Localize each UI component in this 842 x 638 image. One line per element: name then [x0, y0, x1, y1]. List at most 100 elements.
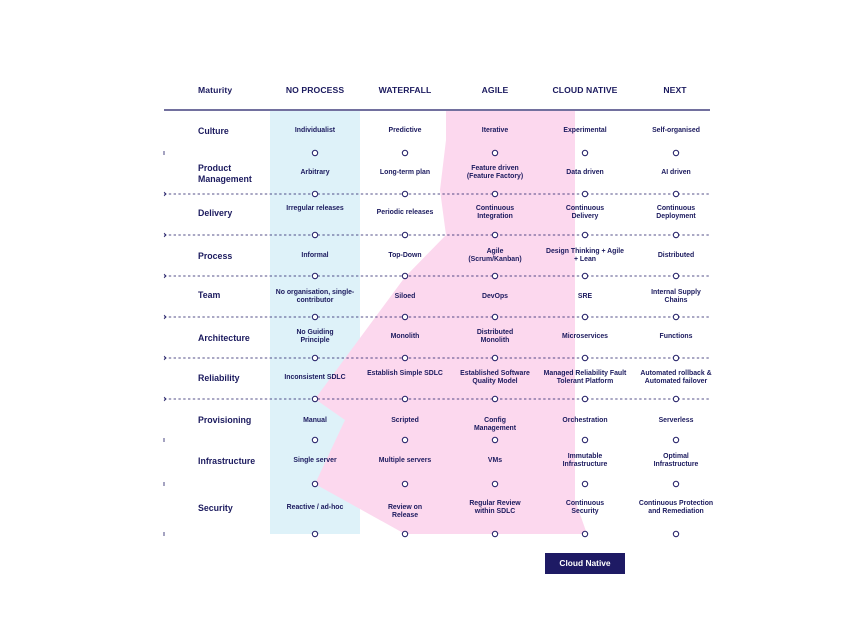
matrix-cell: No Guiding Principle — [296, 329, 334, 345]
stage-marker — [311, 395, 319, 403]
row-label-culture: Culture — [198, 126, 229, 136]
stage-marker — [581, 231, 589, 239]
matrix-cell: Individualist — [294, 127, 336, 134]
matrix-cell: Continuous Protection and Remediation — [638, 500, 714, 516]
stage-marker — [672, 231, 680, 239]
row-arrow-tick — [163, 232, 167, 238]
stage-marker — [491, 272, 499, 280]
stage-marker — [401, 149, 409, 157]
matrix-cell: Automated rollback & Automated failover — [640, 370, 712, 386]
stage-marker — [491, 480, 499, 488]
cloud-native-profile-area — [315, 111, 587, 534]
cloud-native-badge: Cloud Native — [545, 553, 625, 574]
row-label-delivery: Delivery — [198, 208, 233, 218]
row-label-security: Security — [198, 503, 233, 513]
matrix-cell: AI driven — [661, 169, 691, 176]
stage-marker — [672, 272, 680, 280]
matrix-cell: Inconsistent SDLC — [284, 374, 346, 381]
matrix-cell: Config Management — [473, 417, 517, 433]
stage-marker — [491, 436, 499, 444]
stage-marker — [672, 395, 680, 403]
stage-marker — [672, 436, 680, 444]
matrix-cell: Continuous Security — [565, 500, 605, 516]
stage-marker — [401, 313, 409, 321]
matrix-cell: Top-Down — [388, 252, 422, 259]
row-label-product-management: Product Management — [198, 163, 252, 184]
stage-header-no-process: NO PROCESS — [285, 85, 345, 95]
matrix-cell: Design Thinking + Agile + Lean — [545, 248, 625, 264]
row-arrow-tick — [163, 314, 167, 320]
matrix-cell: Establish Simple SDLC — [367, 370, 443, 377]
stage-marker — [401, 480, 409, 488]
stage-marker — [672, 354, 680, 362]
matrix-cell: Single server — [293, 457, 337, 464]
stage-marker — [311, 272, 319, 280]
row-arrow-tick — [163, 396, 167, 402]
matrix-cell: Siloed — [394, 293, 416, 300]
matrix-cell: Internal Supply Chains — [651, 289, 701, 305]
matrix-cell: Long-term plan — [379, 169, 431, 176]
matrix-cell: Distributed Monolith — [476, 329, 514, 345]
matrix-cell: Distributed — [657, 252, 695, 259]
matrix-cell: No organisation, single-contributor — [275, 289, 355, 305]
stage-marker — [491, 190, 499, 198]
stage-marker — [401, 530, 409, 538]
matrix-cell: Immutable Infrastructure — [562, 453, 608, 469]
maturity-header: Maturity — [198, 85, 233, 95]
row-label-infrastructure: Infrastructure — [198, 456, 256, 466]
stage-marker — [581, 190, 589, 198]
stage-marker — [581, 530, 589, 538]
row-label-team: Team — [198, 290, 221, 300]
stage-marker — [581, 272, 589, 280]
matrix-cell: Serverless — [658, 417, 694, 424]
stage-marker — [401, 354, 409, 362]
stage-marker — [311, 149, 319, 157]
stage-marker — [672, 530, 680, 538]
stage-marker — [672, 190, 680, 198]
stage-marker — [401, 190, 409, 198]
row-arrow-tick — [163, 191, 167, 197]
matrix-cell: Manual — [303, 417, 327, 424]
stage-marker — [581, 395, 589, 403]
stage-marker — [311, 530, 319, 538]
stage-marker — [581, 480, 589, 488]
row-label-reliability: Reliability — [198, 373, 240, 383]
stage-header-agile: AGILE — [481, 85, 509, 95]
matrix-cell: Feature driven (Feature Factory) — [466, 165, 524, 181]
matrix-cell: SRE — [577, 293, 593, 300]
stage-marker — [672, 149, 680, 157]
matrix-cell: Established Software Quality Model — [460, 370, 530, 386]
matrix-cell: Continuous Delivery — [565, 205, 605, 221]
row-arrow-tick — [163, 273, 167, 279]
matrix-cell: Continuous Integration — [475, 205, 515, 221]
matrix-cell: Review on Release — [387, 504, 423, 520]
stage-marker — [672, 480, 680, 488]
matrix-cell: Predictive — [388, 127, 422, 134]
matrix-cell: Periodic releases — [376, 209, 434, 216]
matrix-cell: Optimal Infrastructure — [653, 453, 699, 469]
stage-marker — [311, 480, 319, 488]
matrix-cell: Multiple servers — [378, 457, 432, 464]
matrix-cell: Informal — [301, 252, 329, 259]
stage-marker — [491, 149, 499, 157]
matrix-cell: Scripted — [391, 417, 419, 424]
stage-marker — [581, 354, 589, 362]
stage-marker — [491, 231, 499, 239]
row-label-process: Process — [198, 251, 233, 261]
matrix-cell: Data driven — [566, 169, 604, 176]
stage-marker — [581, 149, 589, 157]
stage-marker — [311, 231, 319, 239]
stage-marker — [581, 436, 589, 444]
matrix-cell: Monolith — [390, 333, 420, 340]
matrix-cell: Iterative — [481, 127, 509, 134]
matrix-cell: Managed Reliability Fault Tolerant Platf… — [543, 370, 627, 386]
stage-marker — [491, 354, 499, 362]
stage-marker — [311, 313, 319, 321]
stage-marker — [491, 313, 499, 321]
matrix-cell: Regular Review within SDLC — [469, 500, 521, 516]
matrix-cell: Experimental — [563, 127, 607, 134]
stage-marker — [401, 436, 409, 444]
